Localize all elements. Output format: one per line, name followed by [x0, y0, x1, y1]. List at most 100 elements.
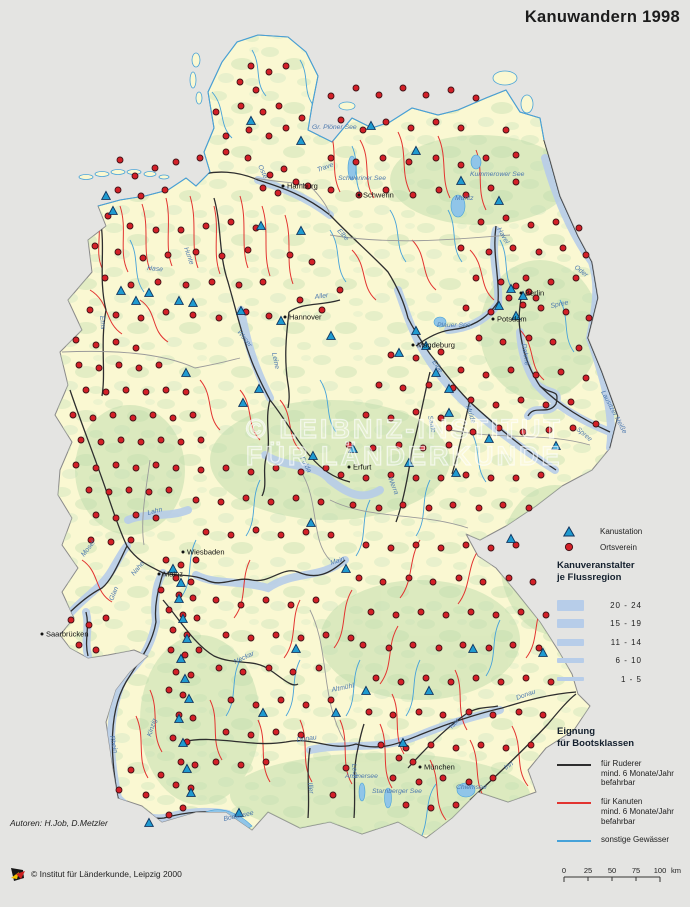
kanustation-marker [393, 347, 405, 357]
water-label: Ammersee [344, 773, 378, 780]
ortsverein-marker [557, 368, 565, 376]
ortsverein-marker [327, 186, 335, 194]
kanustation-marker [403, 457, 415, 467]
ortsverein-marker [372, 674, 380, 682]
legend-row-kanustation: Kanustation [556, 523, 642, 539]
ortsverein-marker [472, 274, 480, 282]
ortsverein-marker [512, 282, 520, 290]
water-label: Starnberger See [372, 788, 422, 795]
ortsverein-marker [559, 244, 567, 252]
ortsverein-marker [427, 804, 435, 812]
ortsverein-marker [101, 274, 109, 282]
ortsverein-marker [419, 444, 427, 452]
kanustation-marker [245, 115, 257, 125]
ortsverein-marker [359, 641, 367, 649]
ortsverein-marker [116, 156, 124, 164]
kanustation-marker [143, 817, 155, 827]
ortsverein-marker [502, 744, 510, 752]
kanustation-icon [556, 525, 582, 537]
ortsverein-marker [522, 274, 530, 282]
ortsverein-marker [244, 154, 252, 162]
ortsverein-marker [189, 311, 197, 319]
ortsverein-marker [237, 761, 245, 769]
ortsverein-marker [402, 801, 410, 809]
kanustation-marker [237, 397, 249, 407]
ortsverein-marker [222, 464, 230, 472]
ortsverein-marker [362, 411, 370, 419]
ortsverein-marker [459, 641, 467, 649]
ortsverein-marker [437, 544, 445, 552]
ortsverein-marker [162, 556, 170, 564]
ortsverein-marker [462, 191, 470, 199]
ortsverein-marker [117, 436, 125, 444]
ortsverein-marker [437, 348, 445, 356]
ortsverein-marker [157, 436, 165, 444]
ortsverein-marker [355, 574, 363, 582]
city-label: Wiesbaden [187, 548, 225, 557]
water-label: Aller [313, 292, 329, 301]
ortsverein-marker [222, 148, 230, 156]
ortsverein-marker [142, 791, 150, 799]
ortsverein-marker [362, 541, 370, 549]
water-label: Rhein [108, 735, 119, 754]
kanustation-marker [173, 295, 185, 305]
ortsverein-marker [417, 608, 425, 616]
rivers-sonstige [129, 49, 575, 838]
ortsverein-marker [197, 466, 205, 474]
kanustation-marker [443, 383, 455, 393]
ortsverein-marker [298, 114, 306, 122]
ortsverein-marker [247, 62, 255, 70]
ortsverein-marker [462, 304, 470, 312]
ortsverein-marker [457, 366, 465, 374]
institut-logo [11, 868, 25, 881]
city-dot [281, 184, 285, 188]
ortsverein-marker [265, 312, 273, 320]
coastline [97, 34, 545, 207]
ortsverein-marker [297, 634, 305, 642]
water-label: Schweriner See [338, 175, 386, 182]
ortsverein-marker [177, 561, 185, 569]
sonstige-line-sample [557, 840, 591, 842]
ortsverein-marker [162, 386, 170, 394]
ortsverein-marker [152, 514, 160, 522]
ortsverein-marker [275, 102, 283, 110]
ortsverein-marker [547, 278, 555, 286]
ortsverein-marker [432, 118, 440, 126]
water-label: Müritz [455, 195, 474, 202]
ortsverein-marker [532, 371, 540, 379]
ortsverein-marker [107, 538, 115, 546]
ortsverein-marker [387, 351, 395, 359]
ortsverein-marker [187, 578, 195, 586]
ortsverein-marker [195, 646, 203, 654]
ortsverein-marker [318, 306, 326, 314]
ortsverein-marker [312, 596, 320, 604]
ortsverein-marker [409, 758, 417, 766]
ortsverein-marker [387, 544, 395, 552]
ortsverein-marker [487, 308, 495, 316]
ortsverein-marker [382, 186, 390, 194]
ortsverein-marker [327, 92, 335, 100]
ortsverein-marker [537, 471, 545, 479]
ortsverein-marker [122, 386, 130, 394]
ortsverein-marker [157, 771, 165, 779]
ortsverein-marker [189, 411, 197, 419]
ortsverein-marker [329, 791, 337, 799]
ortsverein-marker [457, 124, 465, 132]
ortsverein-marker [181, 651, 189, 659]
kanustation-marker [181, 633, 193, 643]
ortsverein-marker [177, 438, 185, 446]
flussregion-class-label: 11 - 14 [610, 637, 642, 647]
ortsverein-marker [387, 414, 395, 422]
kanustation-marker [325, 330, 337, 340]
ortsverein-marker [85, 621, 93, 629]
flussregion-heading: Kanuveranstalter je Flussregion [557, 560, 642, 584]
ortsverein-marker [525, 288, 533, 296]
kanustation-marker [510, 310, 522, 320]
ortsverein-marker [296, 296, 304, 304]
kanustation-marker [275, 315, 287, 325]
kanustation-marker [410, 145, 422, 155]
kanustation-marker [537, 647, 549, 657]
ortsverein-marker [169, 414, 177, 422]
authors-note: Autoren: H.Job, D.Metzler [10, 818, 108, 828]
kanustation-marker [330, 707, 342, 717]
